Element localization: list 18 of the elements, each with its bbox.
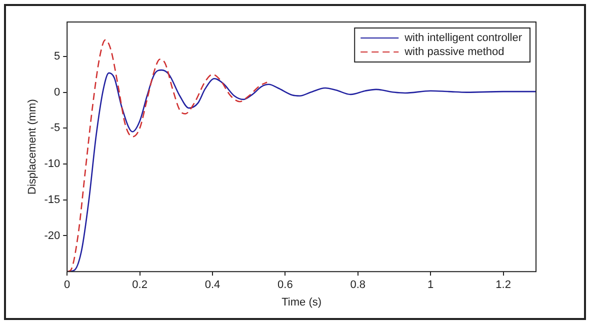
legend-label: with passive method (404, 46, 504, 58)
x-tick-label: 1 (428, 279, 434, 292)
y-tick-label: 0 (54, 86, 60, 98)
y-tick-label: -15 (44, 194, 60, 206)
x-tick-label: 0.8 (350, 279, 366, 292)
y-tick-label: -5 (50, 122, 60, 134)
x-axis-title: Time (s) (282, 296, 322, 308)
y-tick-label: -20 (44, 230, 60, 242)
legend-label: with intelligent controller (404, 32, 522, 44)
x-tick-label: 0.6 (278, 279, 293, 292)
y-tick-label: -10 (44, 158, 60, 170)
y-axis-title: Displacement (mm) (26, 99, 39, 194)
line-series (67, 39, 268, 272)
x-tick-label: 0 (64, 279, 70, 292)
x-tick-label: 0.4 (204, 279, 220, 292)
y-tick-label: 5 (54, 50, 60, 62)
x-tick-label: 0.2 (132, 279, 148, 292)
x-tick-label: 1.2 (496, 279, 511, 292)
